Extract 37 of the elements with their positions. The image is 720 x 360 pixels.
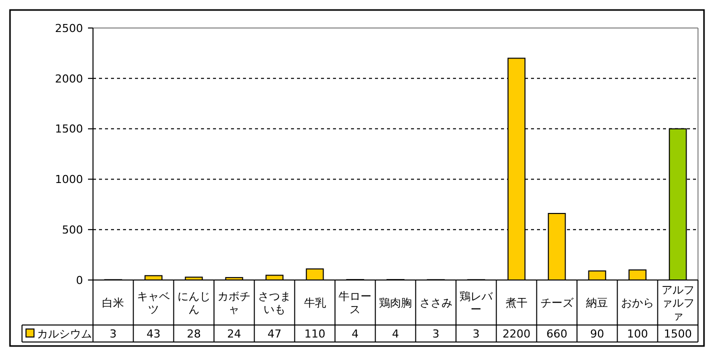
data-label: 1500 [664,327,692,340]
data-label: 4 [392,327,399,340]
x-tick-label: にんじん [177,290,210,316]
x-tick-label: 煮干 [506,296,528,310]
data-label: 4 [352,327,359,340]
data-label: 3 [472,327,480,340]
data-label: 660 [546,327,568,340]
legend-label: カルシウム [37,327,92,340]
y-tick-label: 1500 [55,122,83,136]
x-tick-label: 鶏レバー [460,290,494,316]
data-label: 24 [227,327,242,340]
data-label: 43 [146,327,160,340]
data-label: 47 [268,327,282,340]
data-label: 90 [590,327,604,340]
x-tick-label: 白米 [102,296,124,310]
data-label: 28 [186,327,201,340]
data-label: 3 [110,327,117,340]
x-tick-label: キャベツ [137,290,170,316]
y-tick-label: 2000 [55,72,83,86]
data-label: 110 [304,327,326,340]
data-label: 2200 [502,327,530,340]
x-tick-label: 牛乳 [304,296,326,310]
y-tick-label: 0 [76,274,83,287]
x-tick-label: 鶏肉胸 [379,296,412,310]
x-tick-label: カボチャ [218,290,251,316]
y-tick-label: 1000 [55,173,83,186]
data-label: 3 [432,327,440,340]
x-tick-label: 納豆 [586,296,608,310]
x-tick-label: ささみ [419,296,452,310]
x-tick-label: アルファルファ [661,283,694,322]
y-tick-label: 2500 [55,22,83,35]
data-label: 100 [627,327,648,340]
x-tick-label: 牛ロース [338,290,372,316]
y-tick-label: 500 [62,223,83,236]
x-tick-label: チーズ [540,296,574,310]
x-tick-label: おから [621,296,654,310]
x-tick-label: さつまいも [258,290,291,316]
